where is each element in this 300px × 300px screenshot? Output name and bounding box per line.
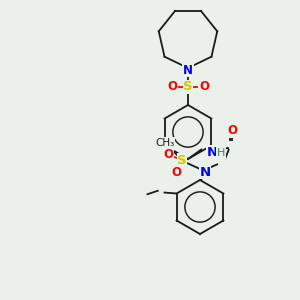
Text: CH₃: CH₃ — [155, 138, 175, 148]
Text: O: O — [227, 124, 237, 137]
Text: S: S — [177, 154, 187, 166]
Text: N: N — [206, 146, 218, 158]
Text: S: S — [183, 80, 193, 94]
Text: H: H — [217, 148, 225, 158]
Text: O: O — [163, 148, 173, 161]
Text: O: O — [171, 167, 181, 179]
Text: N: N — [200, 166, 211, 178]
Text: O: O — [167, 80, 177, 94]
Text: N: N — [183, 64, 193, 76]
Text: O: O — [199, 80, 209, 94]
